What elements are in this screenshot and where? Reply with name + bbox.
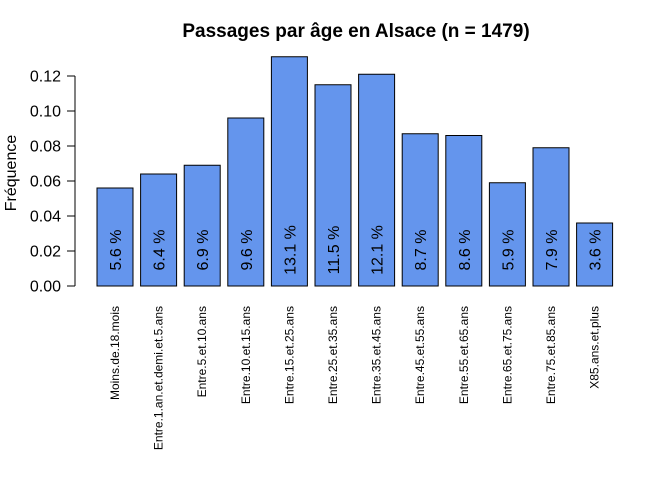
x-tick-label: Entre.65.et.75.ans: [500, 306, 514, 404]
y-axis-label: Fréquence: [3, 135, 20, 212]
x-tick-label: Moins.de.18.mois: [108, 306, 122, 400]
bar-data-label: 7.9 %: [544, 230, 561, 271]
y-axis: 0.00 0.02 0.04 0.06 0.08 0.10 0.12: [30, 69, 76, 296]
y-tick-label: 0.00: [30, 279, 61, 296]
x-tick-label: Entre.1.an.et.demi.et.5.ans: [152, 306, 166, 450]
chart-title: Passages par âge en Alsace (n = 1479): [182, 21, 529, 42]
bar-data-label: 13.1 %: [282, 225, 299, 275]
y-tick-label: 0.10: [30, 104, 61, 121]
bar-data-label: 3.6 %: [588, 230, 605, 271]
bar-labels: 5.6 % 6.4 % 6.9 % 9.6 % 13.1 % 11.5 % 12.1 % 8.…: [108, 225, 605, 275]
bar: [358, 73, 396, 287]
x-tick-label: Entre.45.et.55.ans: [413, 306, 427, 404]
bar: [270, 56, 308, 287]
bar: [445, 135, 483, 287]
x-tick-label: Entre.15.et.25.ans: [282, 306, 296, 404]
bar-data-label: 6.9 %: [195, 230, 212, 271]
bar-data-label: 5.6 %: [108, 230, 125, 271]
bar: [532, 147, 570, 287]
bar-data-label: 8.6 %: [457, 230, 474, 271]
x-tick-label: Entre.10.et.15.ans: [239, 306, 253, 404]
x-tick-label: Entre.5.et.10.ans: [195, 306, 209, 397]
x-tick-label: Entre.35.et.45.ans: [370, 306, 384, 404]
y-tick-label: 0.02: [30, 244, 61, 261]
bar-data-label: 9.6 %: [239, 230, 256, 271]
bar: [183, 164, 221, 287]
bar-data-label: 6.4 %: [152, 230, 169, 271]
bar-data-label: 12.1 %: [370, 225, 387, 275]
bar: [488, 182, 526, 287]
bar: [401, 133, 439, 287]
bar-data-label: 5.9 %: [500, 230, 517, 271]
x-tick-label: Entre.55.et.65.ans: [457, 306, 471, 404]
bar: [96, 187, 134, 287]
x-axis-tick-labels: Moins.de.18.mois Entre.1.an.et.demi.et.5.…: [108, 306, 602, 450]
bar: [140, 173, 178, 287]
x-tick-label: Entre.75.et.85.ans: [544, 306, 558, 404]
y-tick-label: 0.06: [30, 174, 61, 191]
bar-data-label: 8.7 %: [413, 230, 430, 271]
y-tick-label: 0.08: [30, 139, 61, 156]
bars: [96, 56, 614, 287]
bar: [576, 222, 614, 287]
bar-data-label: 11.5 %: [326, 226, 343, 275]
bar: [227, 117, 265, 287]
y-tick-label: 0.12: [30, 69, 61, 86]
y-tick-label: 0.04: [30, 209, 61, 226]
bar: [314, 84, 352, 287]
x-tick-label: X85.ans.et.plus: [588, 306, 602, 389]
x-tick-label: Entre.25.et.35.ans: [326, 306, 340, 404]
